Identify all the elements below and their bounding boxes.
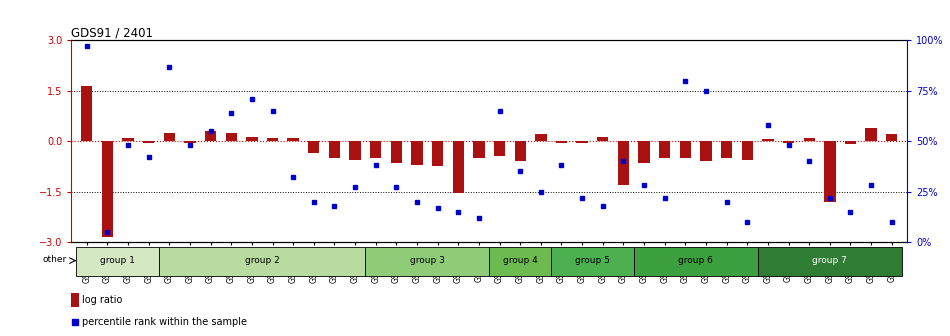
Bar (659, 141, 671, 158)
Bar (535, 134, 546, 141)
Bar (783, 141, 794, 143)
Bar (679, 141, 691, 158)
Bar (267, 138, 278, 141)
Bar (742, 141, 753, 160)
Bar (598, 137, 608, 141)
Bar (618, 141, 629, 185)
Text: group 6: group 6 (678, 256, 713, 265)
Bar (246, 137, 257, 141)
Bar (762, 139, 773, 141)
Bar (845, 141, 856, 144)
Bar (390, 141, 402, 163)
Text: log ratio: log ratio (82, 295, 123, 305)
Bar (288, 138, 299, 141)
Bar (143, 141, 154, 143)
Bar (865, 128, 877, 141)
Bar (366, 247, 489, 276)
Bar (411, 141, 423, 165)
Bar (308, 141, 319, 153)
Bar (700, 141, 712, 161)
Bar (225, 133, 237, 141)
Bar (432, 141, 444, 166)
Bar (551, 247, 634, 276)
Bar (102, 141, 113, 237)
Bar (757, 247, 902, 276)
Bar (184, 141, 196, 143)
Text: GDS91 / 2401: GDS91 / 2401 (71, 26, 153, 39)
Bar (577, 141, 588, 143)
Bar (804, 138, 815, 141)
Bar (71, 293, 79, 307)
Text: other: other (42, 255, 66, 264)
Text: group 5: group 5 (575, 256, 610, 265)
Bar (638, 141, 650, 163)
Bar (515, 141, 526, 161)
Bar (452, 141, 464, 193)
Text: group 3: group 3 (409, 256, 445, 265)
Bar (350, 141, 361, 160)
Bar (159, 247, 366, 276)
Bar (634, 247, 757, 276)
Text: group 4: group 4 (503, 256, 538, 265)
Bar (329, 141, 340, 158)
Bar (473, 141, 485, 158)
Bar (81, 86, 92, 141)
Bar (886, 134, 898, 141)
Bar (489, 247, 551, 276)
Text: group 7: group 7 (812, 256, 847, 265)
Text: group 2: group 2 (245, 256, 279, 265)
Bar (370, 141, 381, 158)
Bar (556, 141, 567, 143)
Bar (123, 138, 134, 141)
Bar (205, 131, 217, 141)
Bar (494, 141, 505, 156)
Bar (163, 133, 175, 141)
Bar (76, 247, 159, 276)
Text: group 1: group 1 (101, 256, 135, 265)
Bar (825, 141, 835, 202)
Text: percentile rank within the sample: percentile rank within the sample (82, 317, 247, 327)
Bar (721, 141, 732, 158)
